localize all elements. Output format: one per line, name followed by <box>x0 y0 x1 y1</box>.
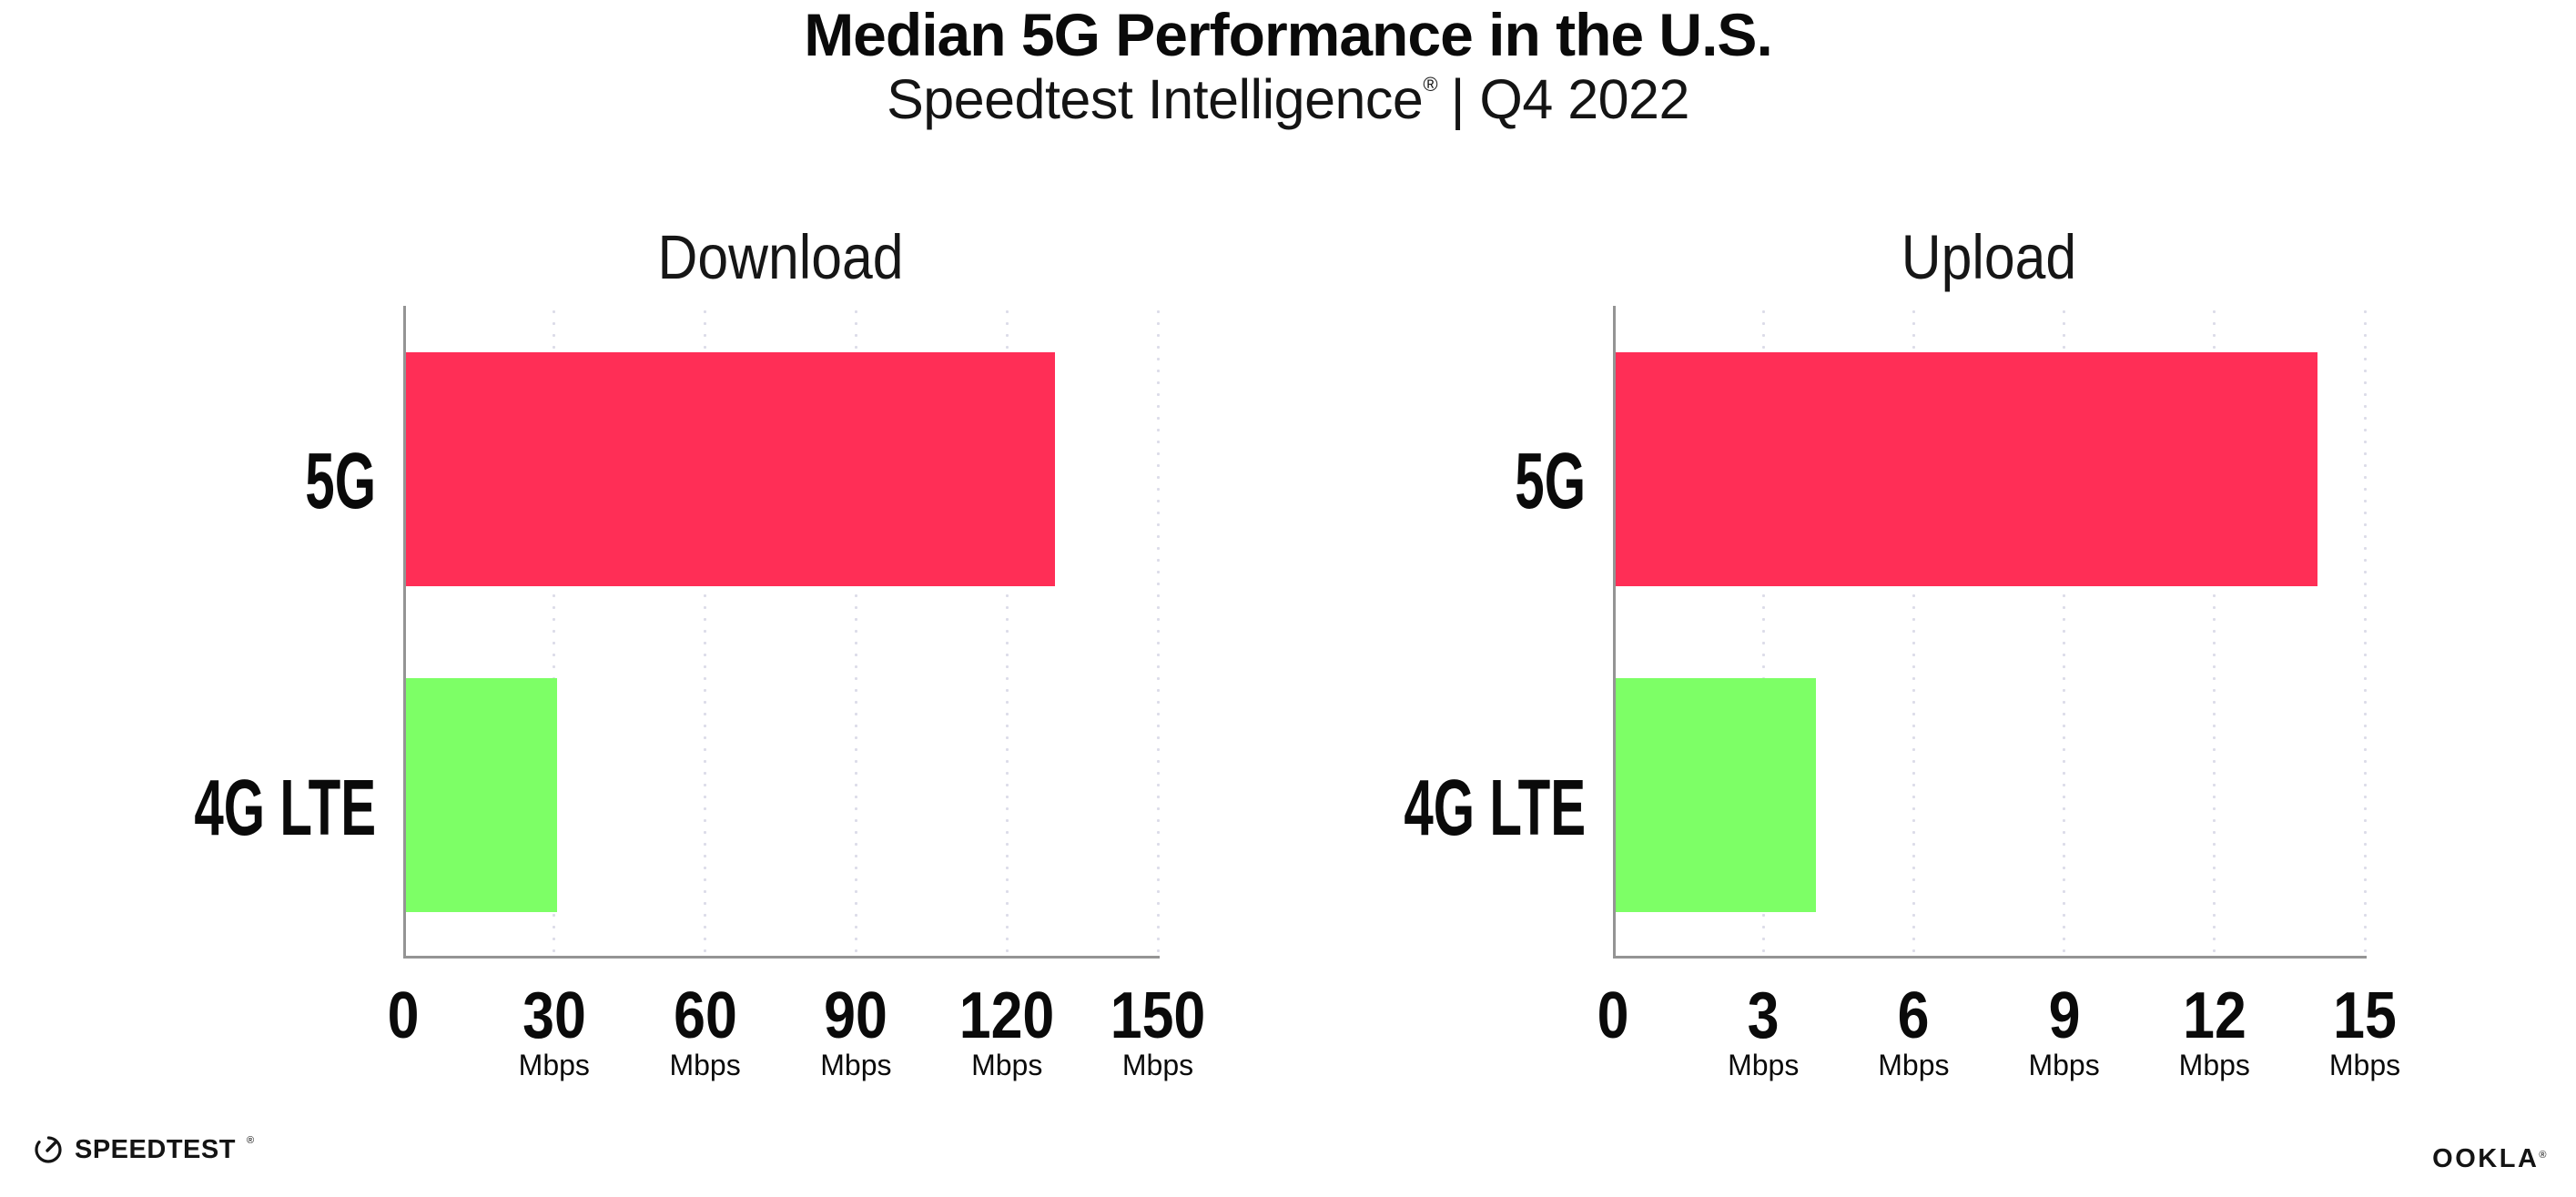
tick-label-15-upload: 15 <box>2333 979 2397 1052</box>
tick-unit-12-upload: Mbps <box>2178 1049 2250 1081</box>
download-plot-area: 5G 4G LTE 0 30 Mbps 60 Mbps 90 Mbps 120 Mbps 150 Mbp… <box>194 306 1205 1080</box>
page-title: Median 5G Performance in the U.S. <box>804 1 1773 68</box>
bar-4g-lte-upload <box>1616 678 1817 913</box>
tick-unit-120-download: Mbps <box>971 1049 1043 1081</box>
tick-label-0-upload: 0 <box>1597 979 1629 1052</box>
ookla-wordmark: OOKLA <box>2432 1144 2540 1173</box>
download-chart: Download 5G 4G LTE 0 30 Mbps 60 Mbps 90 Mbps 120 M… <box>194 226 1205 1080</box>
gridline-3-mbps <box>1761 306 1765 959</box>
gridline-30-mbps <box>553 306 556 959</box>
gridline-150-mbps <box>1156 306 1160 959</box>
speedtest-logo: SPEEDTEST ® <box>33 1134 254 1165</box>
tick-label-12-upload: 12 <box>2182 979 2246 1052</box>
category-label-4g-lte-download: 4G LTE <box>194 763 376 852</box>
tick-label-60-download: 60 <box>673 979 737 1052</box>
tick-unit-6-upload: Mbps <box>1878 1049 1950 1081</box>
speedtest-gauge-icon <box>35 1136 62 1163</box>
tick-unit-3-upload: Mbps <box>1728 1049 1800 1081</box>
ookla-registered-mark: ® <box>2539 1150 2549 1161</box>
bar-5g-upload <box>1616 351 2317 586</box>
tick-unit-150-download: Mbps <box>1121 1049 1194 1081</box>
gridline-15-mbps <box>2363 306 2367 959</box>
bar-5g-download <box>406 351 1055 586</box>
page-subtitle: Speedtest Intelligence® | Q4 2022 <box>0 67 2576 131</box>
upload-chart-title: Upload <box>1901 222 2077 292</box>
tick-unit-60-download: Mbps <box>669 1049 741 1081</box>
upload-plot-area: 5G 4G LTE 0 3 Mbps 6 Mbps 9 Mbps 12 Mbps 15 Mbps <box>1404 306 2400 1080</box>
tick-label-120-download: 120 <box>958 979 1055 1052</box>
gridline-6-mbps <box>1912 306 1915 959</box>
category-label-5g-upload: 5G <box>1515 437 1586 526</box>
download-chart-title: Download <box>657 222 904 292</box>
tick-label-9-upload: 9 <box>2048 979 2081 1052</box>
gridline-60-mbps <box>704 306 707 959</box>
category-label-4g-lte-upload: 4G LTE <box>1404 763 1586 852</box>
tick-label-30-download: 30 <box>522 979 586 1052</box>
gridline-9-mbps <box>2063 306 2066 959</box>
category-label-5g-download: 5G <box>305 437 376 526</box>
tick-label-150-download: 150 <box>1110 979 1206 1052</box>
upload-chart: Upload 5G 4G LTE 0 3 Mbps 6 Mbps 9 Mbps 12 Mbps 15 M… <box>1404 226 2400 1080</box>
bar-4g-lte-download <box>406 678 557 913</box>
subtitle-brand: Speedtest Intelligence <box>887 68 1424 130</box>
speedtest-registered-mark: ® <box>246 1135 255 1146</box>
registered-mark: ® <box>1423 73 1438 96</box>
speedtest-wordmark: SPEEDTEST <box>75 1134 236 1164</box>
tick-label-3-upload: 3 <box>1747 979 1780 1052</box>
tick-unit-90-download: Mbps <box>820 1049 892 1081</box>
tick-label-90-download: 90 <box>824 979 888 1052</box>
subtitle-period: | Q4 2022 <box>1450 68 1690 130</box>
tick-unit-30-download: Mbps <box>518 1049 590 1081</box>
tick-unit-9-upload: Mbps <box>2028 1049 2100 1081</box>
tick-unit-15-upload: Mbps <box>2328 1049 2401 1081</box>
tick-label-0-download: 0 <box>387 979 420 1052</box>
gridline-12-mbps <box>2213 306 2216 959</box>
gridline-120-mbps <box>1005 306 1009 959</box>
gridline-90-mbps <box>854 306 857 959</box>
tick-label-6-upload: 6 <box>1897 979 1930 1052</box>
ookla-logo: OOKLA® <box>2432 1144 2549 1174</box>
